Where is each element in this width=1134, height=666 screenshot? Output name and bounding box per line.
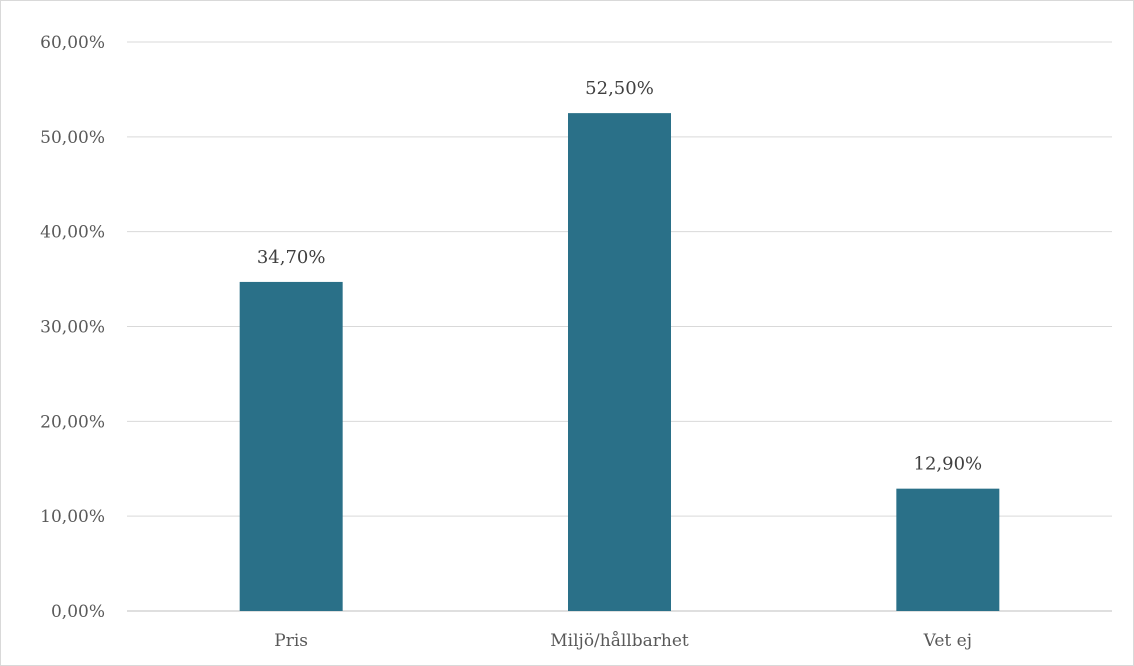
data-label: 34,70% <box>257 247 326 268</box>
bar-pris <box>239 281 343 611</box>
category-label: Vet ej <box>923 631 972 651</box>
bar-miljö-hållbarhet <box>568 113 671 611</box>
data-label: 52,50% <box>585 78 654 99</box>
y-tick-label: 30,00% <box>40 318 105 338</box>
y-tick-label: 40,00% <box>40 223 105 243</box>
data-label: 12,90% <box>914 454 983 475</box>
data-labels: 34,70% 52,50% 12,90% <box>257 78 982 475</box>
category-label: Miljö/hållbarhet <box>550 631 689 651</box>
y-tick-label: 60,00% <box>40 33 105 53</box>
y-tick-label: 20,00% <box>40 412 105 432</box>
y-tick-label: 50,00% <box>40 128 105 148</box>
y-tick-label: 0,00% <box>51 602 105 622</box>
category-label: Pris <box>274 631 308 651</box>
bar-vet-ej <box>896 488 1000 611</box>
x-axis-category-labels: Pris Miljö/hållbarhet Vet ej <box>274 631 972 651</box>
y-tick-label: 10,00% <box>40 507 105 527</box>
y-axis-tick-labels: 0,00% 10,00% 20,00% 30,00% 40,00% 50,00% 60,00… <box>40 33 105 622</box>
bars <box>239 113 1000 611</box>
